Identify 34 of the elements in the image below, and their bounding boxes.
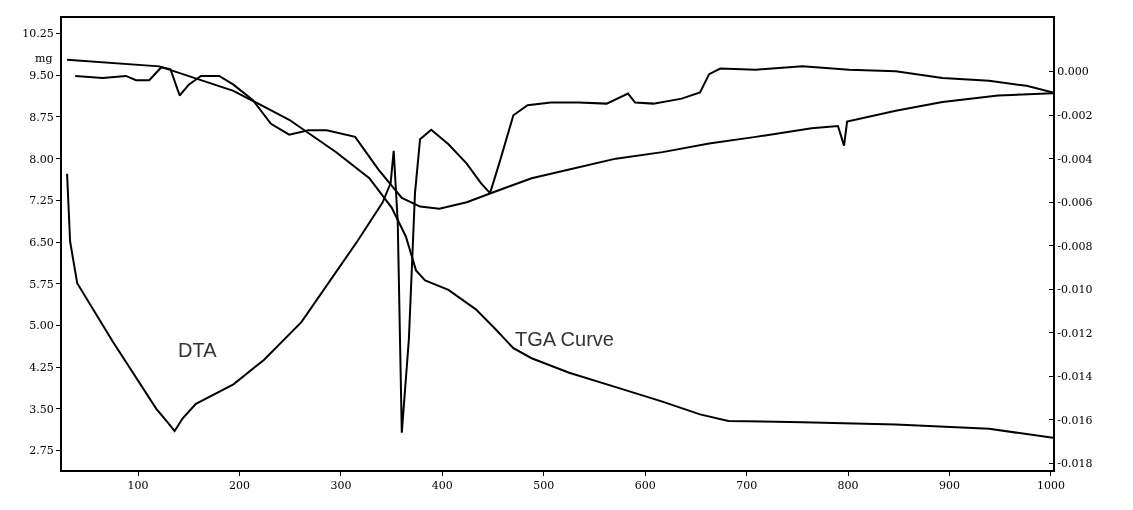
- y2-tick-label: -0.004: [1057, 152, 1093, 166]
- x-tick-label: 300: [330, 479, 352, 493]
- x-tick-label: 400: [431, 479, 453, 493]
- x-tick-label: 600: [634, 479, 656, 493]
- y-tick-label: 2.75: [29, 444, 54, 458]
- y2-tick-label: -0.010: [1057, 283, 1093, 297]
- y-axis-title: mg: [35, 52, 53, 65]
- y-tick-label: 4.25: [29, 361, 54, 374]
- y-tick-label: 6.50: [29, 235, 54, 249]
- y2-tick-label: -0.012: [1057, 326, 1093, 340]
- y-tick-label: 9.50: [29, 69, 54, 83]
- x-tick-label: 500: [533, 479, 555, 493]
- x-tick-label: 800: [837, 479, 859, 493]
- y-tick-label: 5.75: [29, 277, 54, 291]
- y-tick-label: 10.25: [22, 27, 54, 41]
- x-tick-label: 1000: [1036, 479, 1065, 493]
- x-tick-label: 700: [736, 479, 758, 493]
- x-tick-label: 900: [939, 479, 961, 493]
- y-tick-label: 8.75: [29, 110, 54, 124]
- y2-tick-label: -0.008: [1057, 239, 1093, 253]
- y-tick-label: 5.00: [29, 319, 54, 333]
- y2-tick-label: -0.014: [1057, 370, 1093, 384]
- y2-tick-label: 0.000: [1057, 65, 1089, 79]
- y2-tick-label: -0.018: [1057, 457, 1093, 471]
- annotation: DTA: [178, 339, 218, 361]
- y2-tick-label: -0.002: [1057, 108, 1093, 122]
- x-tick-label: 200: [229, 479, 251, 493]
- y2-tick-label: -0.016: [1057, 413, 1093, 427]
- y-tick-label: 3.50: [29, 402, 54, 416]
- annotation: TGA Curve: [515, 328, 614, 350]
- y-tick-label: 7.25: [29, 194, 54, 208]
- y2-tick-label: -0.006: [1057, 196, 1093, 210]
- x-tick-label: 100: [127, 479, 149, 493]
- y-tick-label: 8.00: [29, 152, 54, 166]
